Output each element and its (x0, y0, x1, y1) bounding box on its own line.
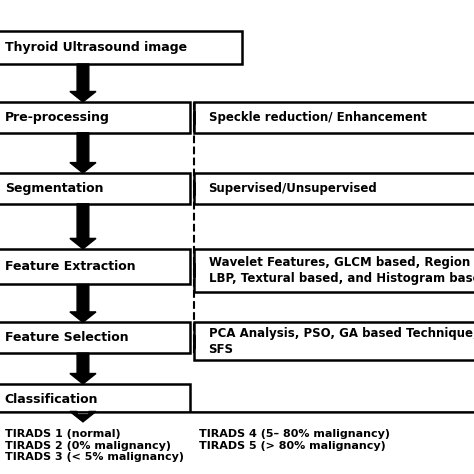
Text: TIRADS 3 (< 5% malignancy): TIRADS 3 (< 5% malignancy) (5, 452, 184, 463)
FancyBboxPatch shape (0, 31, 242, 64)
Text: Supervised/Unsupervised: Supervised/Unsupervised (209, 182, 377, 195)
Polygon shape (70, 353, 96, 384)
Text: Classification: Classification (5, 393, 98, 406)
Text: Speckle reduction/ Enhancement: Speckle reduction/ Enhancement (209, 111, 427, 124)
FancyBboxPatch shape (0, 412, 474, 474)
FancyBboxPatch shape (0, 102, 190, 133)
FancyBboxPatch shape (0, 249, 190, 284)
Text: TIRADS 2 (0% malignancy): TIRADS 2 (0% malignancy) (5, 440, 171, 451)
Polygon shape (70, 64, 96, 102)
Text: Feature Extraction: Feature Extraction (5, 260, 136, 273)
Text: PCA Analysis, PSO, GA based Technique, SBS,
SFS: PCA Analysis, PSO, GA based Technique, S… (209, 327, 474, 356)
Text: TIRADS 4 (5– 80% malignancy): TIRADS 4 (5– 80% malignancy) (199, 428, 390, 439)
Polygon shape (70, 284, 96, 322)
FancyBboxPatch shape (194, 322, 474, 360)
FancyBboxPatch shape (0, 173, 190, 204)
Polygon shape (70, 411, 96, 422)
Text: Thyroid Ultrasound image: Thyroid Ultrasound image (5, 41, 187, 54)
Text: TIRADS 1 (normal): TIRADS 1 (normal) (5, 428, 120, 439)
FancyBboxPatch shape (194, 102, 474, 133)
FancyBboxPatch shape (0, 322, 190, 353)
Text: Feature Selection: Feature Selection (5, 331, 128, 344)
FancyBboxPatch shape (194, 173, 474, 204)
Text: Wavelet Features, GLCM based, Region based,
LBP, Textural based, and Histogram b: Wavelet Features, GLCM based, Region bas… (209, 255, 474, 285)
Text: Pre-processing: Pre-processing (5, 111, 109, 124)
FancyBboxPatch shape (0, 384, 190, 415)
Text: TIRADS 5 (> 80% malignancy): TIRADS 5 (> 80% malignancy) (199, 440, 386, 451)
Polygon shape (70, 133, 96, 173)
FancyBboxPatch shape (194, 249, 474, 292)
Text: Segmentation: Segmentation (5, 182, 103, 195)
Polygon shape (70, 204, 96, 249)
